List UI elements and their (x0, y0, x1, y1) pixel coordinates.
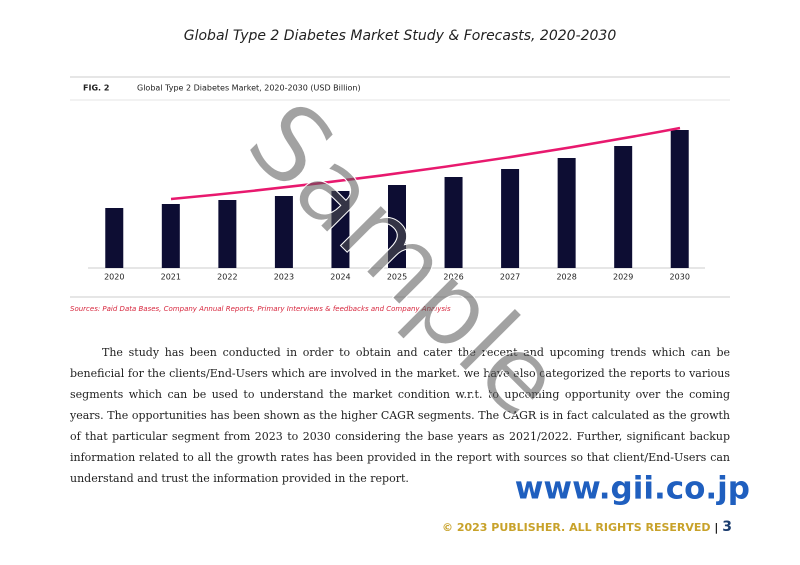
x-tick-label: 2028 (556, 273, 576, 282)
page-title: Global Type 2 Diabetes Market Study & Fo… (183, 28, 617, 44)
x-tick-label: 2025 (387, 273, 407, 282)
x-tick-label: 2020 (104, 273, 124, 282)
x-tick-label: 2023 (274, 273, 294, 282)
x-tick-label: 2030 (670, 273, 690, 282)
bar (501, 169, 520, 268)
x-tick-label: 2022 (217, 273, 237, 282)
x-tick-label: 2029 (613, 273, 633, 282)
separator: | (714, 521, 719, 534)
figure-label: FIG. 2 (83, 84, 109, 93)
bar (161, 204, 180, 268)
bar (105, 208, 124, 268)
bar (444, 177, 463, 268)
x-tick-label: 2024 (330, 273, 350, 282)
bar (388, 185, 406, 268)
chart-title: Global Type 2 Diabetes Market, 2020-2030… (137, 84, 361, 93)
footer: © 2023 PUBLISHER. ALL RIGHTS RESERVED | … (442, 519, 732, 535)
body-text: The study has been conducted in order to… (70, 346, 730, 485)
bar (557, 158, 576, 268)
bar (614, 146, 633, 268)
trend-line (170, 126, 681, 201)
bar (218, 200, 237, 268)
bar (274, 196, 293, 268)
bar-group: 2020 2021 2022 2023 2024 2025 2026 2027 2028 2029… (104, 130, 690, 282)
source-note: Sources: Paid Data Bases, Company Annual… (70, 305, 451, 313)
x-tick-label: 2021 (161, 273, 181, 282)
chart: FIG. 2 Global Type 2 Diabetes Market, 20… (70, 76, 730, 313)
bar (670, 130, 689, 268)
copyright: © 2023 PUBLISHER. ALL RIGHTS RESERVED (441, 521, 711, 534)
x-tick-label: 2027 (500, 273, 520, 282)
page-number: 3 (722, 519, 732, 535)
bar (331, 191, 350, 268)
x-tick-label: 2026 (443, 273, 463, 282)
